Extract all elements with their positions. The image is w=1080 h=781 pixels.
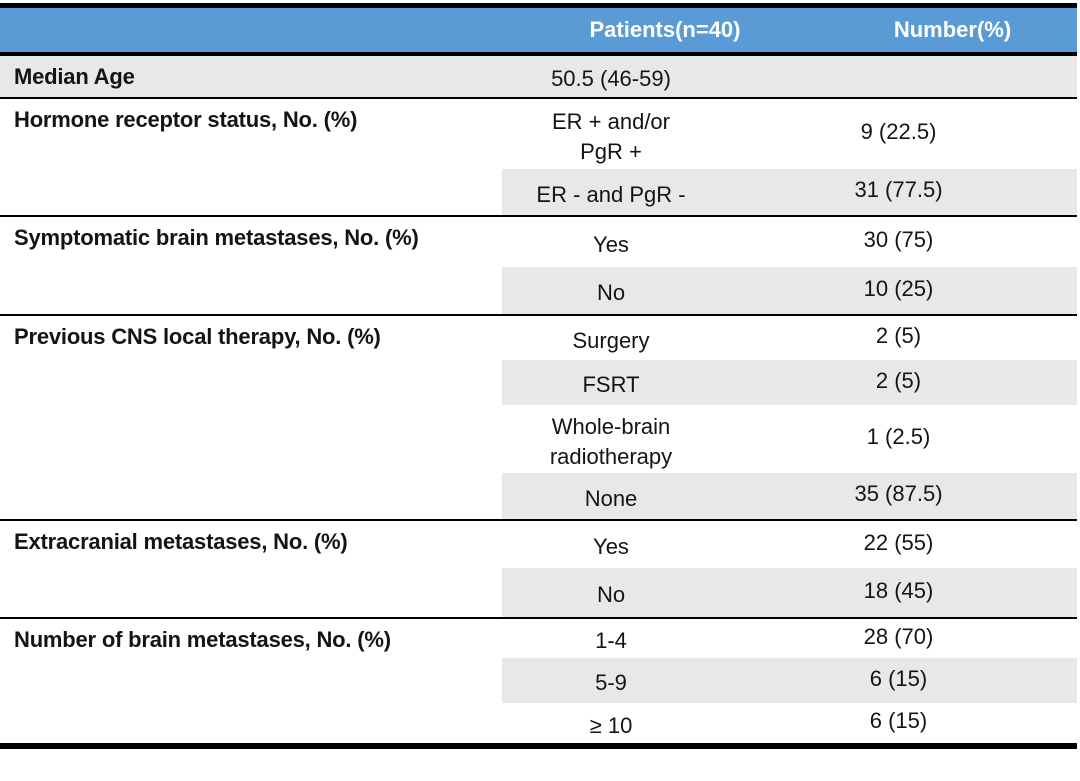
number-cell: 22 (55) (720, 519, 1077, 568)
table-row-extracranial-no: No 18 (45) (0, 568, 1077, 618)
table-row-extracranial-yes: Extracranial metastases, No. (%) Yes 22 … (0, 519, 1077, 618)
number-cell: 35 (87.5) (720, 473, 1077, 520)
row-label-cell: Symptomatic brain metastases, No. (%) (0, 215, 502, 315)
row-label-cell: Number of brain metastases, No. (%) (0, 617, 502, 746)
patients-cell: Surgery (502, 314, 720, 360)
patients-cell: 5-9 (502, 658, 720, 703)
patients-cell: No (502, 267, 720, 315)
header-corner-cell (0, 5, 502, 56)
patients-cell: 50.5 (46-59) (502, 53, 720, 98)
number-cell (720, 53, 1077, 98)
row-label-cell: Median Age (0, 53, 502, 98)
patients-cell: No (502, 568, 720, 618)
patients-cell: Yes (502, 215, 720, 267)
row-label-cell: Extracranial metastases, No. (%) (0, 519, 502, 618)
number-cell: 2 (5) (720, 360, 1077, 405)
patient-characteristics-table: Patients(n=40) Number(%) Median Age 50.5… (0, 3, 1077, 749)
table-row-hormone-er-neg: ER - and PgR - 31 (77.5) (0, 169, 1077, 216)
number-cell: 2 (5) (720, 314, 1077, 360)
patients-cell: ≥ 10 (589, 712, 633, 738)
table-row-median-age: Median Age 50.5 (46-59) (0, 53, 1077, 98)
table-row-brainmets-1-4: Number of brain metastases, No. (%) 1-4 … (0, 617, 1077, 746)
number-cell: 6 (15) (869, 708, 928, 734)
table-row-symptomatic-yes: Symptomatic brain metastases, No. (%) Ye… (0, 215, 1077, 315)
number-cell: 31 (77.5) (720, 169, 1077, 216)
table-header-row: Patients(n=40) Number(%) (0, 5, 1077, 56)
patients-cell: FSRT (502, 360, 720, 405)
patients-cell: ER - and PgR - (502, 169, 720, 216)
patient-characteristics-table-wrap: Patients(n=40) Number(%) Median Age 50.5… (0, 3, 1077, 749)
table-row-cns-surgery: Previous CNS local therapy, No. (%) Surg… (0, 314, 1077, 520)
table-row-symptomatic-no: No 10 (25) (0, 267, 1077, 315)
number-cell: 9 (22.5) (720, 97, 1077, 169)
number-cell: 18 (45) (720, 568, 1077, 618)
number-cell: 1 (2.5) (866, 424, 931, 450)
number-cell: 6 (15) (720, 658, 1077, 703)
patients-cell: None (502, 473, 720, 520)
patients-cell: Whole-brain radiotherapy (549, 414, 673, 469)
patients-cell: 1-4 (502, 617, 720, 658)
row-label-cell: Hormone receptor status, No. (%) (0, 97, 502, 216)
number-cell: 10 (25) (720, 267, 1077, 315)
patients-cell: ER + and/or PgR + (502, 97, 720, 169)
patients-cell: Yes (502, 519, 720, 568)
col-header-number-label: Number(%) (893, 17, 1012, 42)
number-cell: 30 (75) (720, 215, 1077, 267)
col-header-number: Number(%) (720, 5, 1077, 56)
col-header-patients: Patients(n=40) (502, 5, 741, 56)
table-row-cns-wbrt: Whole-brain radiotherapy 1 (2.5) (0, 405, 1077, 473)
row-label-cell: Previous CNS local therapy, No. (%) (0, 314, 502, 520)
table-row-cns-none: None 35 (87.5) (0, 473, 1077, 520)
table-row-brainmets-10plus: ≥ 10 6 (15) (0, 703, 1077, 746)
number-cell: 28 (70) (720, 617, 1077, 658)
table-row-brainmets-5-9: 5-9 6 (15) (0, 658, 1077, 703)
table-row-hormone-er-pos: Hormone receptor status, No. (%) ER + an… (0, 97, 1077, 216)
table-row-cns-fsrt: FSRT 2 (5) (0, 360, 1077, 405)
col-header-patients-label: Patients(n=40) (589, 17, 741, 42)
